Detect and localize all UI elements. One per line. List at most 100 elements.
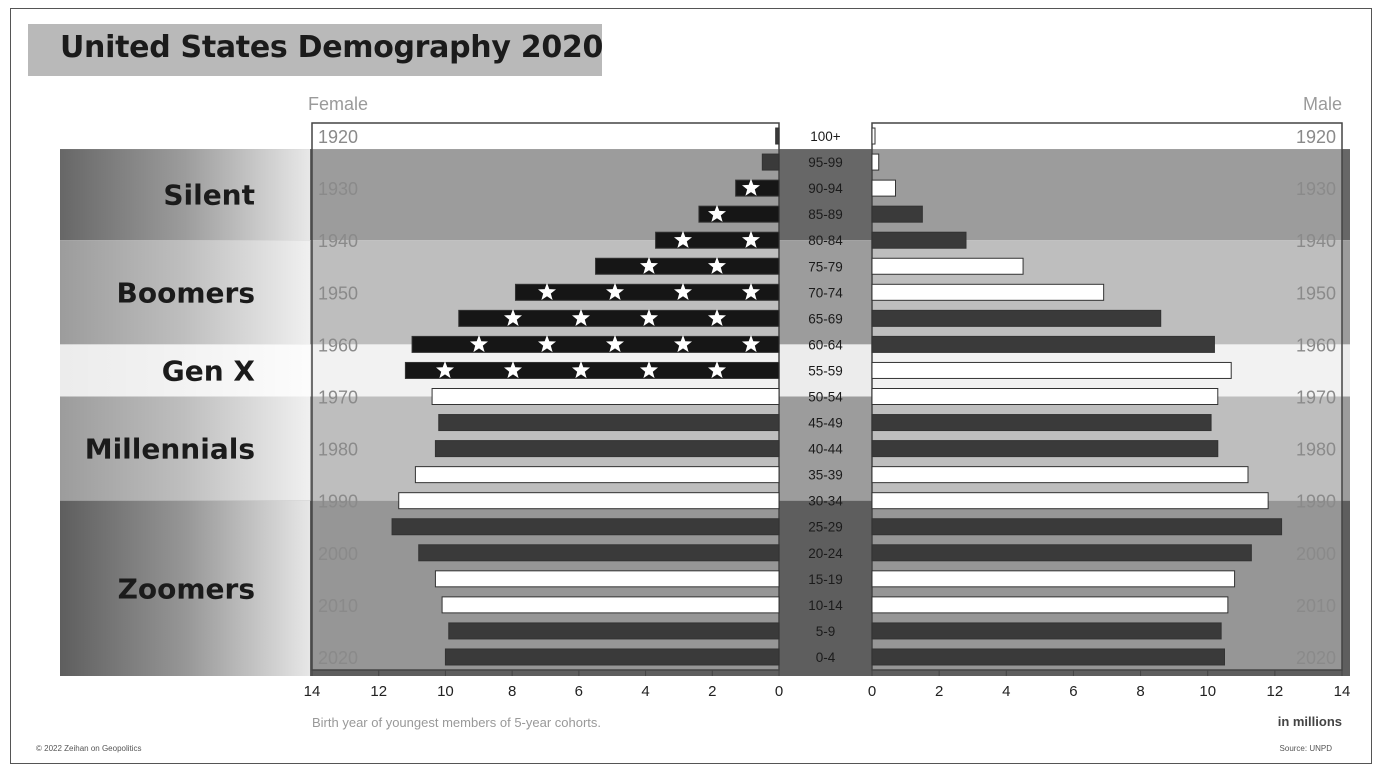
generation-band-fade — [60, 149, 310, 241]
female-bar — [414, 466, 780, 484]
female-bar — [418, 544, 780, 562]
birth-year-label-male: 1980 — [1296, 440, 1336, 460]
male-bar — [871, 648, 1225, 666]
female-bar — [398, 492, 780, 510]
male-bar — [871, 361, 1232, 379]
star-icon — [708, 308, 726, 326]
birth-year-label-male: 1940 — [1296, 231, 1336, 251]
chart-title: United States Demography 2020 — [60, 30, 604, 65]
female-bar — [411, 335, 780, 353]
male-bar — [871, 414, 1212, 432]
female-bar — [735, 179, 780, 197]
x-tick-label-male: 6 — [1069, 683, 1077, 700]
birth-year-label-male: 1950 — [1296, 283, 1336, 303]
generation-label: Zoomers — [118, 572, 255, 605]
birth-year-label-female: 2020 — [318, 648, 358, 668]
x-tick-label-female: 4 — [641, 683, 649, 700]
age-group-label: 35-39 — [808, 468, 843, 483]
age-group-label: 0-4 — [816, 650, 836, 665]
star-icon — [538, 334, 556, 353]
star-icon — [674, 334, 692, 353]
birth-year-label-male: 1960 — [1296, 335, 1336, 355]
star-icon — [742, 178, 760, 196]
birth-year-label-female: 1960 — [318, 335, 358, 355]
female-bar — [595, 257, 780, 275]
x-tick-label-male: 8 — [1136, 683, 1144, 700]
source-text: Source: UNPD — [1279, 744, 1332, 753]
female-bar — [404, 361, 780, 379]
birth-year-label-male: 2020 — [1296, 648, 1336, 668]
generation-band-fade — [60, 240, 310, 345]
age-group-label: 15-19 — [808, 572, 843, 587]
male-bar — [871, 283, 1105, 301]
age-group-label: 5-9 — [816, 624, 836, 639]
x-tick-label-female: 12 — [370, 683, 387, 700]
x-tick-label-female: 8 — [508, 683, 516, 700]
x-tick-label-male: 0 — [868, 683, 876, 700]
age-group-label: 60-64 — [808, 337, 843, 352]
male-bar — [871, 153, 880, 171]
female-bar — [444, 648, 780, 666]
male-bar — [871, 335, 1215, 353]
male-bar — [871, 179, 896, 197]
female-bar — [431, 388, 780, 405]
birth-year-label-female: 1940 — [318, 231, 358, 251]
female-bar — [761, 153, 780, 171]
star-icon — [470, 334, 488, 353]
female-label: Female — [308, 94, 369, 114]
age-group-label: 65-69 — [808, 311, 843, 326]
male-bar — [871, 205, 923, 223]
title-bar — [28, 24, 602, 76]
star-icon — [708, 361, 726, 379]
age-group-label: 40-44 — [808, 442, 843, 457]
x-tick-label-male: 12 — [1267, 683, 1284, 700]
star-icon — [742, 334, 760, 353]
female-bar — [434, 570, 780, 588]
female-bar — [441, 596, 780, 614]
age-group-label: 90-94 — [808, 181, 843, 196]
x-tick-label-female: 6 — [575, 683, 583, 700]
male-bar — [871, 570, 1236, 588]
star-icon — [606, 282, 624, 300]
star-icon — [538, 282, 556, 300]
birth-year-label-female: 2010 — [318, 596, 358, 616]
female-bar — [514, 283, 780, 301]
x-tick-label-female: 14 — [304, 683, 321, 700]
birth-year-label-female: 1980 — [318, 440, 358, 460]
star-icon — [606, 334, 624, 353]
star-icon — [436, 361, 454, 379]
male-bar — [871, 518, 1283, 536]
age-group-label: 50-54 — [808, 390, 843, 405]
star-icon — [674, 282, 692, 300]
birth-year-label-female: 1930 — [318, 179, 358, 199]
x-tick-label-female: 10 — [437, 683, 454, 700]
age-group-label: 55-59 — [808, 363, 843, 378]
age-group-label: 10-14 — [808, 598, 843, 613]
unit-label: in millions — [1277, 714, 1342, 729]
age-group-label: 80-84 — [808, 233, 843, 248]
age-group-label: 100+ — [810, 129, 841, 144]
generation-label: Boomers — [117, 276, 255, 309]
age-group-label: 25-29 — [808, 520, 843, 535]
birth-year-label-female: 1970 — [318, 388, 358, 408]
x-tick-label-male: 4 — [1002, 683, 1010, 700]
male-bar — [871, 466, 1249, 484]
star-icon — [572, 308, 590, 326]
star-icon — [504, 361, 522, 379]
male-bar — [871, 440, 1219, 458]
generation-label: Silent — [163, 179, 255, 212]
star-icon — [640, 256, 658, 274]
star-icon — [708, 204, 726, 222]
birth-year-label-male: 1990 — [1296, 492, 1336, 512]
male-bar — [871, 309, 1162, 327]
star-icon — [572, 361, 590, 379]
male-bar — [871, 257, 1024, 275]
female-bar — [438, 414, 780, 432]
male-bar — [871, 622, 1222, 640]
male-bar — [871, 388, 1219, 405]
male-bar — [871, 544, 1252, 562]
birth-year-label-female: 1990 — [318, 492, 358, 512]
age-group-label: 85-89 — [808, 207, 843, 222]
female-bar — [775, 127, 780, 145]
